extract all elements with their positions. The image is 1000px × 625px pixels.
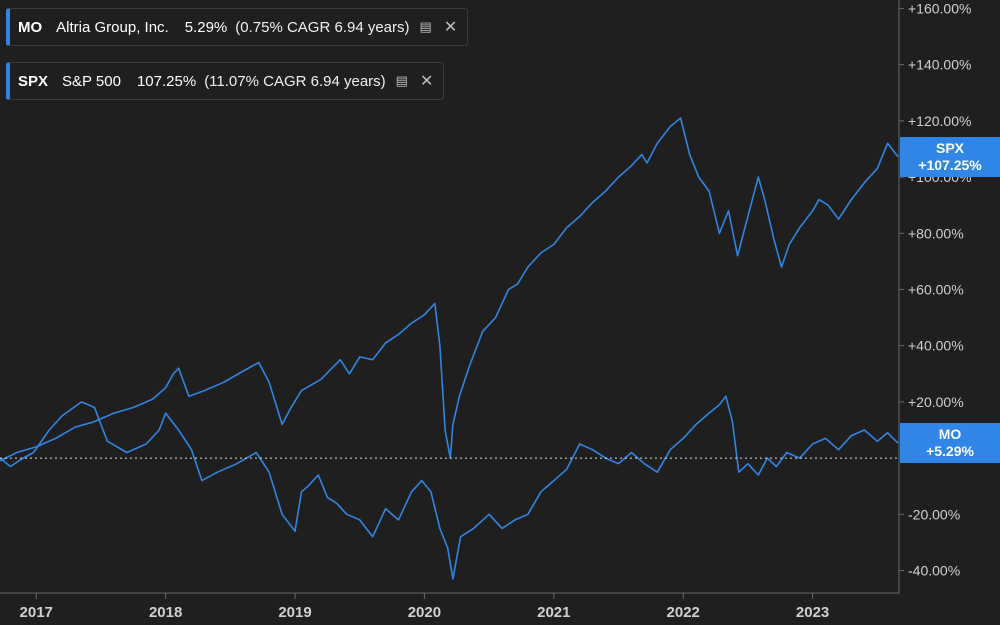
x-tick-label: 2019 [278,604,311,621]
series-line-spx [0,117,899,462]
legend-change: 5.29% [184,18,228,36]
legend-cagr: (0.75% CAGR 6.94 years) [235,18,410,36]
x-tick-label: 2020 [408,604,441,621]
end-label-spx: SPX +107.25% [900,137,1000,177]
y-tick-label: -40.00% [908,563,960,579]
end-label-symbol: SPX [935,140,964,156]
y-tick-label: +60.00% [908,281,964,297]
x-tick-label: 2023 [796,604,829,621]
x-tick-label: 2017 [20,604,53,621]
legend-change: 107.25% [136,72,197,90]
end-label-value: +107.25% [918,157,982,173]
y-tick-label: +160.00% [908,0,971,16]
end-label-mo: MO +5.29% [900,423,1000,463]
close-icon[interactable]: ✕ [443,19,458,36]
stack-icon[interactable]: ▤ [419,19,432,34]
legend-entry-mo[interactable]: MO Altria Group, Inc. 5.29% (0.75% CAGR … [6,8,469,46]
stack-icon[interactable]: ▤ [395,73,408,88]
legend-entry-spx[interactable]: SPX S&P 500 107.25% (11.07% CAGR 6.94 ye… [6,62,445,100]
x-axis: 2017 2018 2019 2020 2021 2022 2023 [20,593,829,621]
y-tick-label: +40.00% [908,338,964,354]
y-tick-label: +120.00% [908,113,971,129]
y-tick-label: +20.00% [908,394,964,410]
legend-name: S&P 500 [62,72,121,90]
y-tick-label: +80.00% [908,225,964,241]
legend-symbol: SPX [18,72,49,90]
legend-symbol: MO [18,18,43,36]
y-tick-label: +140.00% [908,57,971,73]
legend-name: Altria Group, Inc. [56,18,169,36]
end-label-symbol: MO [938,426,962,442]
x-tick-label: 2021 [537,604,570,621]
series-line-mo [0,395,899,580]
end-label-value: +5.29% [926,443,974,459]
x-tick-label: 2022 [667,604,700,621]
x-tick-label: 2018 [149,604,182,621]
y-axis: +160.00%+140.00%+120.00%+100.00%+80.00%+… [899,0,971,579]
legend-cagr: (11.07% CAGR 6.94 years) [204,72,386,90]
close-icon[interactable]: ✕ [419,73,434,90]
y-tick-label: -20.00% [908,506,960,522]
